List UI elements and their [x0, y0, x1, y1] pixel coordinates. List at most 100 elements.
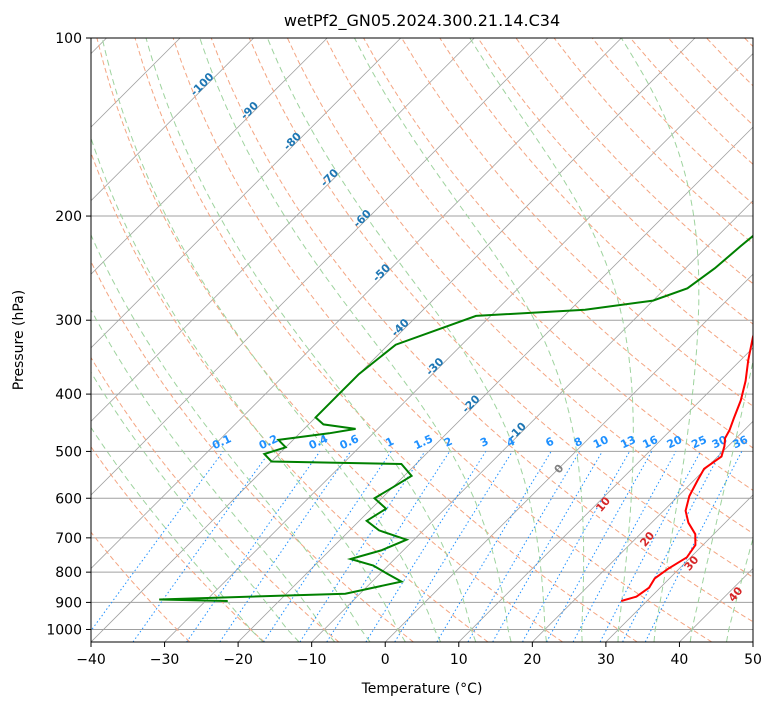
- dry-adiabat-line: [553, 38, 753, 245]
- mixing-ratio-line: [599, 451, 702, 642]
- y-tick-label: 800: [55, 565, 82, 581]
- isotherm-line: [164, 52, 753, 642]
- dry-adiabat-label: -80: [281, 130, 304, 153]
- mixing-ratio-line: [572, 451, 677, 642]
- x-tick-label: −20: [223, 652, 253, 668]
- mixing-ratio-line: [91, 451, 224, 632]
- y-tick-label: 100: [55, 31, 82, 47]
- mixing-ratio-label: 20: [665, 433, 685, 451]
- x-tick-label: 10: [450, 652, 468, 668]
- moist-adiabat-line: [91, 426, 264, 642]
- mixing-ratio-label: 16: [641, 433, 661, 451]
- isotherm-line: [91, 38, 622, 570]
- plot-frame: [90, 37, 754, 643]
- mixing-ratio-label: 0.1: [210, 432, 233, 452]
- isotherm-line: [91, 38, 254, 202]
- temperature-profile-line: [620, 333, 753, 602]
- mixing-ratio-label: 3: [478, 435, 490, 450]
- moist-adiabat-line: [145, 38, 477, 642]
- mixing-ratio-label: 1: [384, 435, 396, 450]
- chart-title: wetPf2_GN05.2024.300.21.14.C34: [284, 11, 560, 31]
- y-tick-label: 600: [55, 491, 82, 507]
- dry-adiabat-label: -70: [318, 166, 341, 189]
- dry-adiabat-label: -100: [188, 70, 217, 99]
- isotherm-line: [679, 567, 753, 642]
- y-tick-label: 1000: [46, 622, 82, 638]
- mixing-ratio-label: 6: [543, 435, 556, 450]
- x-axis-label: Temperature (°C): [361, 681, 483, 697]
- x-tick-label: 30: [597, 652, 615, 668]
- moist-adiabat-line: [91, 136, 406, 642]
- mixing-ratio-line: [394, 451, 513, 642]
- dry-adiabat-line: [591, 38, 753, 205]
- moist-adiabat-line: [726, 536, 753, 642]
- moist-adiabat-label: 30: [682, 553, 702, 573]
- mixing-ratio-label: 1.5: [412, 432, 435, 452]
- isotherm-line: [91, 38, 402, 349]
- y-tick-label: 300: [55, 313, 82, 329]
- mixing-ratio-line: [436, 451, 552, 642]
- moist-adiabat-line: [689, 359, 753, 642]
- x-tick-label: 40: [671, 652, 689, 668]
- dewpoint-profile-line: [159, 234, 753, 602]
- moist-adiabat-line: [199, 38, 512, 642]
- y-tick-label: 700: [55, 531, 82, 547]
- x-tick-label: 0: [381, 652, 390, 668]
- isotherm-line: [458, 347, 753, 642]
- mixing-ratio-line: [522, 451, 631, 642]
- moist-adiabat-line: [101, 38, 442, 642]
- mixing-ratio-line: [644, 451, 743, 642]
- moist-adiabat-line: [91, 233, 371, 642]
- dry-adiabat-line: [91, 151, 489, 642]
- moist-adiabat-line: [354, 38, 585, 642]
- mixing-ratio-line: [299, 451, 426, 642]
- dry-adiabat-line: [91, 356, 340, 642]
- isotherm-line: [91, 38, 181, 128]
- mixing-ratio-line: [546, 451, 653, 642]
- x-tick-label: −40: [76, 652, 106, 668]
- moist-adiabat-line: [469, 38, 634, 642]
- y-axis-label: Pressure (hPa): [11, 290, 27, 390]
- isotherm-line: [91, 38, 696, 642]
- mixing-ratio-label: 25: [689, 433, 708, 451]
- moist-adiabat-label: 0: [552, 462, 567, 476]
- mixing-ratio-line: [622, 451, 722, 642]
- mixing-ratio-label: 13: [618, 433, 637, 451]
- mixing-ratio-line: [326, 451, 451, 642]
- mixing-ratio-line: [186, 451, 321, 642]
- mixing-ratio-line: [132, 451, 271, 642]
- y-tick-label: 200: [55, 209, 82, 225]
- dry-adiabat-line: [477, 38, 753, 325]
- mixing-ratio-line: [263, 451, 392, 642]
- isotherm-line: [605, 494, 753, 642]
- moist-adiabat-line: [266, 38, 547, 642]
- y-tick-label: 500: [55, 444, 82, 460]
- mixing-ratio-label: 36: [731, 433, 751, 451]
- dry-adiabat-line: [515, 38, 753, 285]
- isotherm-line: [91, 38, 549, 496]
- isotherm-line: [91, 38, 328, 275]
- dry-adiabat-label: -40: [389, 316, 412, 339]
- y-tick-label: 900: [55, 595, 82, 611]
- dry-adiabat-label: -60: [351, 207, 374, 230]
- moist-adiabat-line: [91, 308, 336, 642]
- moist-adiabat-label: 40: [726, 584, 746, 604]
- mixing-ratio-line: [219, 451, 352, 642]
- dry-adiabat-line: [91, 445, 265, 642]
- y-tick-label: 400: [55, 387, 82, 403]
- moist-adiabat-label: 20: [637, 529, 657, 549]
- dry-adiabat-line: [96, 38, 563, 642]
- dry-adiabat-label: -30: [423, 355, 446, 378]
- moist-adiabat-label: 10: [593, 494, 613, 514]
- dry-adiabat-line: [248, 38, 753, 578]
- mixing-ratio-label: 10: [591, 433, 611, 451]
- dry-adiabat-label: -50: [370, 261, 393, 284]
- dry-adiabat-line: [210, 38, 753, 623]
- dry-adiabat-line: [172, 38, 713, 642]
- x-tick-label: 50: [744, 652, 762, 668]
- isotherm-line: [384, 273, 753, 642]
- moist-adiabat-line: [91, 371, 300, 642]
- mixing-ratio-label: 8: [572, 435, 584, 450]
- dry-adiabat-line: [134, 38, 638, 642]
- dry-adiabat-line: [401, 38, 753, 407]
